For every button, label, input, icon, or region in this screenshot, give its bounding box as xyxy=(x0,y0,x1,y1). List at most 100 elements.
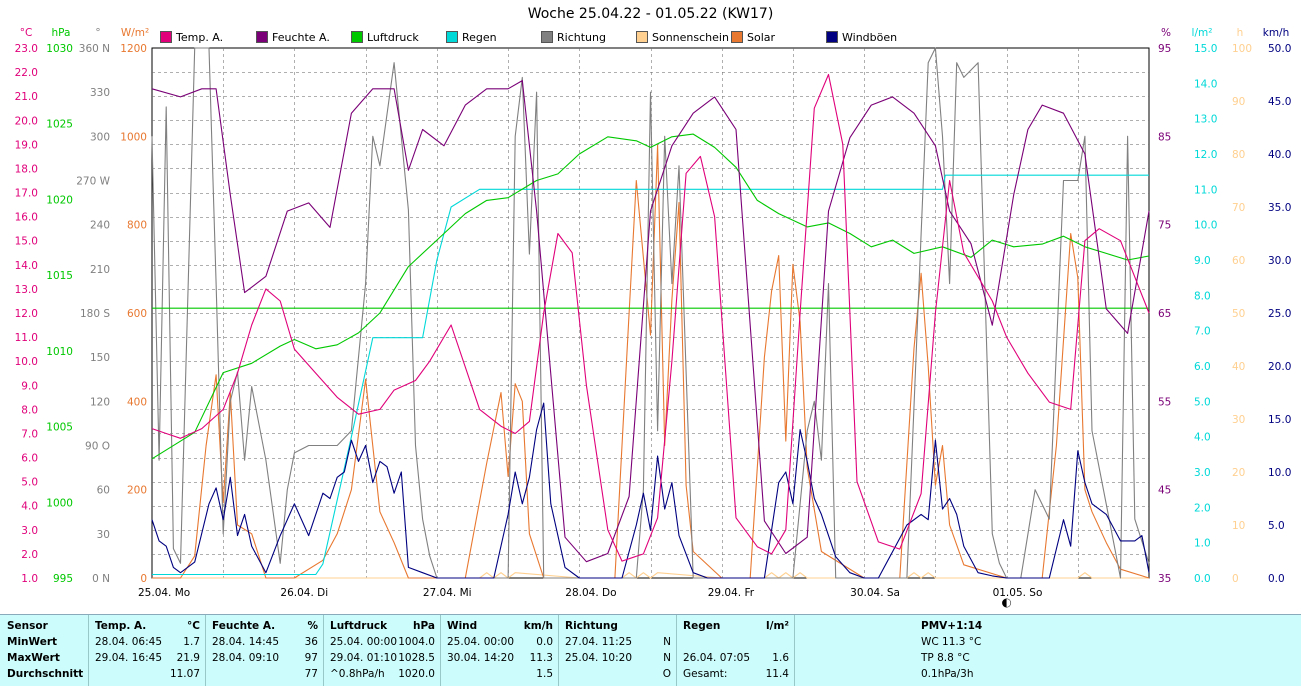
axis-tick-label: 14.0 xyxy=(1194,78,1217,90)
stats-unit: °C xyxy=(187,620,200,632)
legend-item: Feuchte A. xyxy=(256,31,330,44)
stats-total: 11.4 xyxy=(765,668,789,680)
axis-tick-label: 0 N xyxy=(92,573,110,585)
stats-min-value: 0.0 xyxy=(536,636,553,648)
axis-tick-label: 15.0 xyxy=(1194,43,1217,55)
axis-tick-label: 20 xyxy=(1232,467,1245,479)
axis-tick-label: 30 xyxy=(97,529,110,541)
x-axis-label: 26.04. Di xyxy=(280,587,328,599)
axis-tick-label: 2.0 xyxy=(21,549,38,561)
stats-max-time: 28.04. 09:10 xyxy=(212,652,279,664)
axis-tick-label: 9.0 xyxy=(21,380,38,392)
axis-tick-label: 300 xyxy=(90,131,110,143)
axis-tick-label: 120 xyxy=(90,396,110,408)
stats-trend: ^0.8hPa/h xyxy=(330,668,385,680)
statistics-table: Sensor MinWert MaxWert Durchschnitt Temp… xyxy=(0,614,1301,686)
axis-tick-label: 21.0 xyxy=(15,91,38,103)
stats-average: O xyxy=(662,668,671,680)
stats-header: Richtung xyxy=(565,620,618,632)
axis-tick-label: 6.0 xyxy=(21,453,38,465)
axis-tick-label: 55 xyxy=(1158,396,1171,408)
legend-item: Luftdruck xyxy=(351,31,419,44)
axis-tick-label: 1200 xyxy=(120,43,147,55)
axis-tick-label: 40 xyxy=(1232,361,1245,373)
axis-unit-label: hPa xyxy=(52,27,71,39)
stats-average: 1020.0 xyxy=(398,668,435,680)
stats-max-time: 29.04. 16:45 xyxy=(95,652,162,664)
stats-min-time: 25.04. 00:00 xyxy=(330,636,397,648)
axis-tick-label: 11.0 xyxy=(1194,184,1217,196)
axis-tick-label: 35 xyxy=(1158,573,1171,585)
stats-max-time: 26.04. 07:05 xyxy=(683,652,750,664)
legend-swatch-icon xyxy=(636,31,648,43)
stats-min-time: 25.04. 00:00 xyxy=(447,636,514,648)
weather-chart: °C hPa ° W/m²% l/m² h km/h 1.0 2.0 3.0 4.0 5.0 6.0 7… xyxy=(15,27,1291,608)
axis-tick-label: 35.0 xyxy=(1268,202,1291,214)
axis-tick-label: 10.0 xyxy=(15,356,38,368)
stats-wind-column: Wind km/h 25.04. 00:00 0.0 30.04. 14:20 11.… xyxy=(440,615,559,686)
legend-swatch-icon xyxy=(731,31,743,43)
legend-label: Feuchte A. xyxy=(272,31,330,44)
axis-tick-label: 180 S xyxy=(80,308,110,320)
axis-tick-label: 17.0 xyxy=(15,188,38,200)
axis-tick-label: 30.0 xyxy=(1268,255,1291,267)
axis-tick-label: 30 xyxy=(1232,414,1245,426)
axis-tick-label: 11.0 xyxy=(15,332,38,344)
stats-unit: % xyxy=(307,620,318,632)
axis-tick-label: 75 xyxy=(1158,220,1171,232)
axis-tick-label: 20.0 xyxy=(15,115,38,127)
axis-tick-label: 50.0 xyxy=(1268,43,1291,55)
axis-tick-label: 400 xyxy=(127,396,147,408)
axis-tick-label: 100 xyxy=(1232,43,1252,55)
axis-tick-label: 1000 xyxy=(120,131,147,143)
axis-tick-label: 5.0 xyxy=(1194,396,1211,408)
axis-tick-label: 5.0 xyxy=(1268,520,1285,532)
stats-max-time: 25.04. 10:20 xyxy=(565,652,632,664)
axis-tick-label: 0 xyxy=(140,573,147,585)
axis-tick-label: 4.0 xyxy=(21,501,38,513)
axis-tick-label: 15.0 xyxy=(1268,414,1291,426)
stats-direction-column: Richtung 27.04. 11:25 N 25.04. 10:20 N O xyxy=(558,615,677,686)
legend-swatch-icon xyxy=(160,31,172,43)
axis-ticks: 1.0 2.0 3.0 4.0 5.0 6.0 7.0 8.0 9.0 10.0 11.0 12.0 1… xyxy=(15,43,1291,608)
axis-tick-label: 995 xyxy=(53,573,73,585)
axis-tick-label: 22.0 xyxy=(15,67,38,79)
axis-tick-label: 210 xyxy=(90,264,110,276)
stats-rain-column: Regen l/m² 26.04. 07:05 1.6 Gesamt: 11.4 xyxy=(676,615,795,686)
axis-tick-label: 800 xyxy=(127,220,147,232)
axis-tick-label: 330 xyxy=(90,87,110,99)
axis-tick-label: 80 xyxy=(1232,149,1245,161)
axis-tick-label: 270 W xyxy=(76,176,110,188)
axis-tick-label: 23.0 xyxy=(15,43,38,55)
legend-swatch-icon xyxy=(351,31,363,43)
stats-pressure-column: Luftdruck hPa 25.04. 00:00 1004.0 29.04. 0… xyxy=(323,615,441,686)
legend-swatch-icon xyxy=(256,31,268,43)
axis-tick-label: 1005 xyxy=(46,422,73,434)
pmv-pressure-trend: 0.1hPa/3h xyxy=(921,668,974,680)
x-axis-label: 30.04. Sa xyxy=(850,587,900,599)
axis-tick-label: 70 xyxy=(1232,202,1245,214)
legend-swatch-icon xyxy=(541,31,553,43)
chart-title: Woche 25.04.22 - 01.05.22 (KW17) xyxy=(527,6,774,22)
stats-max-value: 1.6 xyxy=(772,652,789,664)
axis-tick-label: 7.0 xyxy=(21,428,38,440)
legend-label: Temp. A. xyxy=(176,31,224,44)
series-line-feuchte-a- xyxy=(151,80,1150,563)
axis-tick-label: 18.0 xyxy=(15,163,38,175)
axis-tick-label: 12.0 xyxy=(1194,149,1217,161)
axis-tick-label: 2.0 xyxy=(1194,502,1211,514)
stats-row-labels: Sensor MinWert MaxWert Durchschnitt xyxy=(0,615,88,686)
axis-unit-label: % xyxy=(1161,27,1171,39)
axis-tick-label: 0.0 xyxy=(1268,573,1285,585)
axis-tick-label: 4.0 xyxy=(1194,432,1211,444)
axis-unit-labels: °C hPa ° W/m²% l/m² h km/h xyxy=(20,27,1290,39)
axis-tick-label: 10 xyxy=(1232,520,1245,532)
stats-min-time: 28.04. 14:45 xyxy=(212,636,279,648)
plot-area xyxy=(151,47,1150,579)
axis-tick-label: 15.0 xyxy=(15,236,38,248)
axis-tick-label: 1020 xyxy=(46,194,73,206)
stats-max-value: 21.9 xyxy=(176,652,200,664)
legend-item: Windböen xyxy=(826,31,897,44)
axis-tick-label: 60 xyxy=(1232,255,1245,267)
stats-max-value: 97 xyxy=(304,652,318,664)
